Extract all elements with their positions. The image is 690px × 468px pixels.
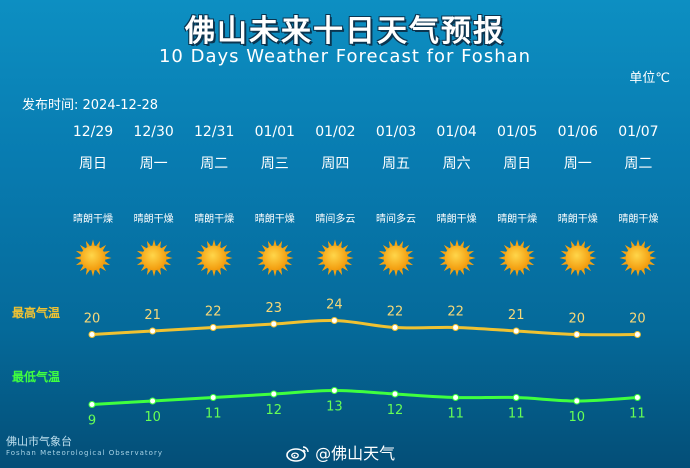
issue-time: 发布时间: 2024-12-28: [22, 98, 159, 113]
high-temp-point: [270, 320, 278, 328]
sun-icon: [124, 238, 184, 278]
low-temp-point: [573, 397, 581, 405]
page-title: 佛山未来十日天气预报: [185, 14, 505, 49]
high-temp-value: 20: [629, 312, 646, 327]
weibo-handle: @佛山天气: [286, 440, 395, 464]
high-temp-value: 22: [387, 305, 404, 320]
sun-icon: [245, 238, 305, 278]
low-temp-value: 12: [387, 403, 404, 418]
low-temp-point: [391, 390, 399, 398]
low-temp-point: [270, 390, 278, 398]
unit-label: 单位℃: [629, 71, 670, 86]
high-temp-point: [452, 324, 460, 331]
weibo-handle-text: @佛山天气: [315, 444, 396, 463]
low-temp-point: [330, 387, 338, 394]
low-temp-value: 11: [508, 407, 525, 422]
observatory-name-en: Foshan Meteorological Observatory: [6, 449, 163, 457]
high-temp-point: [149, 327, 157, 335]
low-temp-point: [512, 394, 520, 401]
day-weather-text: 晴朗干燥: [497, 214, 538, 225]
low-temp-value: 11: [205, 407, 222, 422]
day-date: 12/30: [133, 124, 174, 140]
sun-icon: [184, 238, 244, 278]
day-weather-text: 晴朗干燥: [133, 214, 174, 225]
day-date: 01/05: [497, 124, 538, 140]
day-date: 01/04: [436, 124, 477, 140]
high-temp-value: 20: [569, 312, 586, 327]
day-weather-text: 晴间多云: [376, 214, 416, 225]
day-weekday: 周四: [321, 156, 350, 172]
day-weekday: 周六: [442, 156, 471, 172]
low-temp-value: 13: [326, 400, 343, 415]
day-weekday: 周日: [79, 156, 107, 172]
sun-icon: [608, 238, 668, 278]
day-weekday: 周一: [139, 156, 168, 172]
observatory-name: 佛山市气象台: [6, 435, 72, 448]
low-temp-value: 10: [569, 410, 586, 425]
day-weather-text: 晴朗干燥: [254, 214, 295, 225]
high-temp-point: [512, 327, 520, 335]
page-subtitle: 10 Days Weather Forecast for Foshan: [158, 46, 532, 67]
temperature-chart: 20 21 22 23 24 22 22 21 20 20 9 10 11 12 13 12 11 11 10 11: [84, 298, 646, 429]
day-weekday: 周五: [382, 156, 410, 172]
day-date: 01/03: [375, 124, 417, 140]
low-temp-value: 10: [144, 410, 161, 425]
day-date: 12/29: [72, 124, 114, 140]
high-temp-point: [573, 331, 581, 338]
high-temp-value: 22: [447, 305, 464, 320]
high-temp-point: [633, 331, 641, 338]
high-temp-value: 20: [84, 312, 101, 327]
day-weather-text: 晴朗干燥: [557, 214, 598, 225]
day-date: 12/31: [194, 124, 235, 140]
low-temp-point: [452, 394, 460, 401]
low-temp-value: 9: [88, 414, 96, 429]
sun-icon: [63, 238, 123, 278]
sun-icon: [548, 238, 608, 278]
low-temp-point: [88, 401, 96, 408]
day-weather-text: 晴朗干燥: [73, 214, 113, 225]
high-temp-point: [209, 324, 217, 331]
high-temp-point: [330, 317, 338, 324]
day-weekday: 周二: [200, 156, 229, 172]
high-temp-value: 21: [144, 308, 161, 323]
sun-icon: [305, 238, 365, 278]
high-temp-line: [90, 318, 639, 337]
low-temp-value: 11: [447, 407, 464, 422]
weibo-icon: [286, 446, 309, 462]
day-weekday: 周二: [624, 156, 653, 172]
day-weather-text: 晴朗干燥: [436, 214, 477, 225]
low-temp-point: [149, 397, 157, 405]
day-weather-text: 晴间多云: [315, 214, 356, 225]
day-date: 01/06: [557, 124, 598, 140]
high-temp-value: 22: [205, 305, 222, 320]
day-date: 01/01: [254, 124, 295, 140]
day-weekday: 周日: [503, 156, 532, 172]
high-temp-point: [88, 331, 96, 338]
day-weekday: 周一: [563, 156, 592, 172]
low-temp-point: [209, 394, 217, 401]
low-temp-point: [633, 394, 641, 401]
high-temp-value: 23: [266, 301, 283, 316]
high-temp-value: 24: [326, 298, 343, 313]
day-date: 01/07: [618, 124, 659, 140]
sun-icon: [366, 238, 426, 278]
low-temp-value: 11: [629, 407, 646, 422]
low-temp-label: 最低气温: [12, 370, 61, 384]
day-weather-text: 晴朗干燥: [194, 214, 235, 225]
low-temp-line: [90, 388, 639, 406]
day-date: 01/02: [315, 124, 356, 140]
high-temp-point: [391, 324, 399, 331]
sun-icon: [487, 238, 547, 278]
day-weekday: 周三: [260, 156, 289, 172]
high-temp-label: 最高气温: [12, 306, 61, 320]
day-weather-text: 晴朗干燥: [618, 214, 659, 225]
sun-icon: [427, 238, 487, 278]
high-temp-value: 21: [508, 308, 525, 323]
low-temp-value: 12: [266, 403, 283, 418]
